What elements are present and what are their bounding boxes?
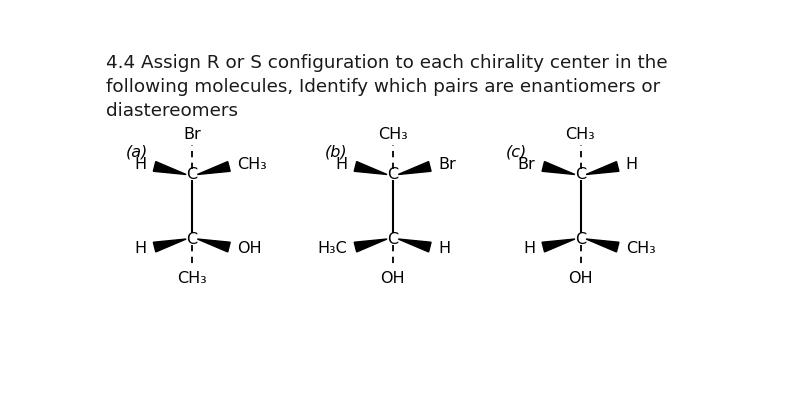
Text: H: H (626, 157, 638, 172)
Text: (b): (b) (325, 145, 348, 159)
Text: Br: Br (518, 157, 535, 172)
Text: CH₃: CH₃ (626, 241, 655, 256)
Polygon shape (586, 162, 619, 174)
Text: OH: OH (568, 271, 593, 286)
Polygon shape (354, 239, 387, 252)
Text: C: C (387, 167, 398, 182)
Text: CH₃: CH₃ (237, 157, 266, 172)
Text: CH₃: CH₃ (378, 127, 407, 142)
Polygon shape (198, 239, 230, 252)
Text: H: H (523, 241, 535, 256)
Text: C: C (575, 167, 586, 182)
Polygon shape (398, 239, 431, 252)
Polygon shape (542, 239, 575, 252)
Text: C: C (387, 232, 398, 246)
Text: OH: OH (237, 241, 262, 256)
Text: CH₃: CH₃ (177, 271, 206, 286)
Polygon shape (586, 239, 619, 252)
Text: 4.4 Assign R or S configuration to each chirality center in the
following molecu: 4.4 Assign R or S configuration to each … (106, 54, 668, 120)
Polygon shape (198, 162, 230, 174)
Text: H₃C: H₃C (318, 241, 347, 256)
Text: H: H (134, 157, 146, 172)
Polygon shape (542, 162, 575, 174)
Text: OH: OH (380, 271, 405, 286)
Text: C: C (575, 232, 586, 246)
Polygon shape (154, 162, 186, 174)
Text: C: C (186, 167, 198, 182)
Text: H: H (134, 241, 146, 256)
Text: (a): (a) (126, 145, 148, 159)
Text: (c): (c) (506, 145, 527, 159)
Text: Br: Br (183, 127, 201, 142)
Text: H: H (335, 157, 347, 172)
Text: CH₃: CH₃ (566, 127, 595, 142)
Text: Br: Br (438, 157, 456, 172)
Text: H: H (438, 241, 450, 256)
Polygon shape (354, 162, 387, 174)
Polygon shape (154, 239, 186, 252)
Polygon shape (398, 162, 431, 174)
Text: C: C (186, 232, 198, 246)
